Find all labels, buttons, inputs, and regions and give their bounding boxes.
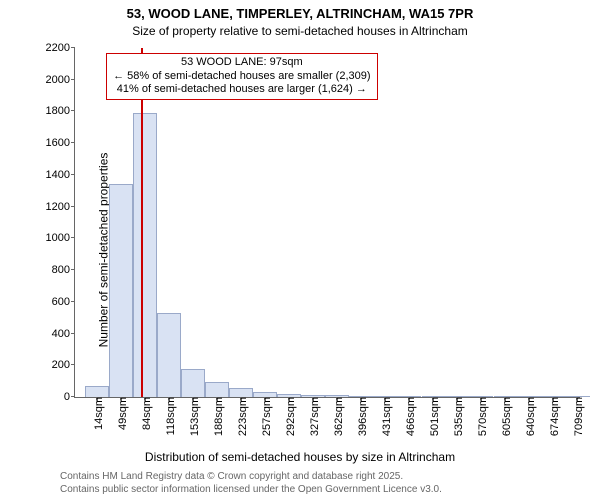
histogram-bar [422,396,446,397]
x-tick-label: 153sqm [185,397,201,436]
y-tick-label: 200 [52,359,75,371]
histogram-bar [253,392,277,397]
histogram-bar [277,394,301,397]
x-tick-label: 535sqm [449,397,465,436]
x-tick-label: 431sqm [377,397,393,436]
property-size-marker-line [141,48,143,397]
histogram-bar [109,184,133,397]
x-tick-label: 292sqm [281,397,297,436]
x-tick-label: 257sqm [257,397,273,436]
histogram-bar [205,382,229,397]
y-tick-label: 1600 [46,137,75,149]
x-tick-label: 188sqm [209,397,225,436]
histogram-bar [85,386,109,397]
histogram-bar [541,396,565,397]
x-axis-label: Distribution of semi-detached houses by … [0,450,600,464]
x-tick-label: 640sqm [521,397,537,436]
histogram-bar [397,396,421,397]
x-tick-label: 709sqm [569,397,585,436]
annotation-line3: 41% of semi-detached houses are larger (… [113,83,370,97]
property-size-histogram: 53, WOOD LANE, TIMPERLEY, ALTRINCHAM, WA… [0,0,600,500]
y-tick-label: 600 [52,296,75,308]
x-tick-label: 118sqm [161,397,177,435]
histogram-bar [469,396,493,397]
y-tick-label: 800 [52,264,75,276]
chart-title-line1: 53, WOOD LANE, TIMPERLEY, ALTRINCHAM, WA… [0,6,600,21]
x-tick-label: 327sqm [305,397,321,436]
y-tick-label: 0 [64,391,75,403]
x-tick-label: 84sqm [137,397,153,430]
histogram-bar [349,396,373,397]
histogram-bar [325,395,349,397]
histogram-bar [301,395,325,397]
annotation-box: 53 WOOD LANE: 97sqm← 58% of semi-detache… [106,53,377,100]
x-tick-label: 362sqm [329,397,345,436]
chart-footnote: Contains HM Land Registry data © Crown c… [60,471,442,496]
histogram-bar [445,396,469,397]
histogram-bar [373,396,397,397]
annotation-line2: ← 58% of semi-detached houses are smalle… [113,70,370,84]
annotation-line1: 53 WOOD LANE: 97sqm [113,56,370,70]
y-tick-label: 400 [52,328,75,340]
y-tick-label: 1000 [46,232,75,244]
x-tick-label: 570sqm [473,397,489,436]
footnote-line2: Contains public sector information licen… [60,484,442,497]
x-tick-label: 466sqm [401,397,417,436]
x-tick-label: 674sqm [545,397,561,436]
histogram-bar [565,396,589,397]
x-tick-label: 396sqm [353,397,369,436]
histogram-bar [181,369,205,397]
histogram-bar [518,396,542,397]
y-tick-label: 2200 [46,42,75,54]
plot-area: 0200400600800100012001400160018002000220… [74,48,580,398]
histogram-bar [494,396,518,397]
histogram-bar [229,388,253,397]
x-tick-label: 223sqm [233,397,249,436]
y-tick-label: 1400 [46,169,75,181]
x-tick-label: 501sqm [425,397,441,436]
histogram-bar [133,113,157,397]
y-tick-label: 1800 [46,105,75,117]
footnote-line1: Contains HM Land Registry data © Crown c… [60,471,442,484]
x-tick-label: 605sqm [497,397,513,436]
x-tick-label: 49sqm [113,397,129,430]
y-tick-label: 2000 [46,74,75,86]
histogram-bar [157,313,181,397]
y-tick-label: 1200 [46,201,75,213]
x-tick-label: 14sqm [89,397,105,430]
chart-title-line2: Size of property relative to semi-detach… [0,24,600,38]
